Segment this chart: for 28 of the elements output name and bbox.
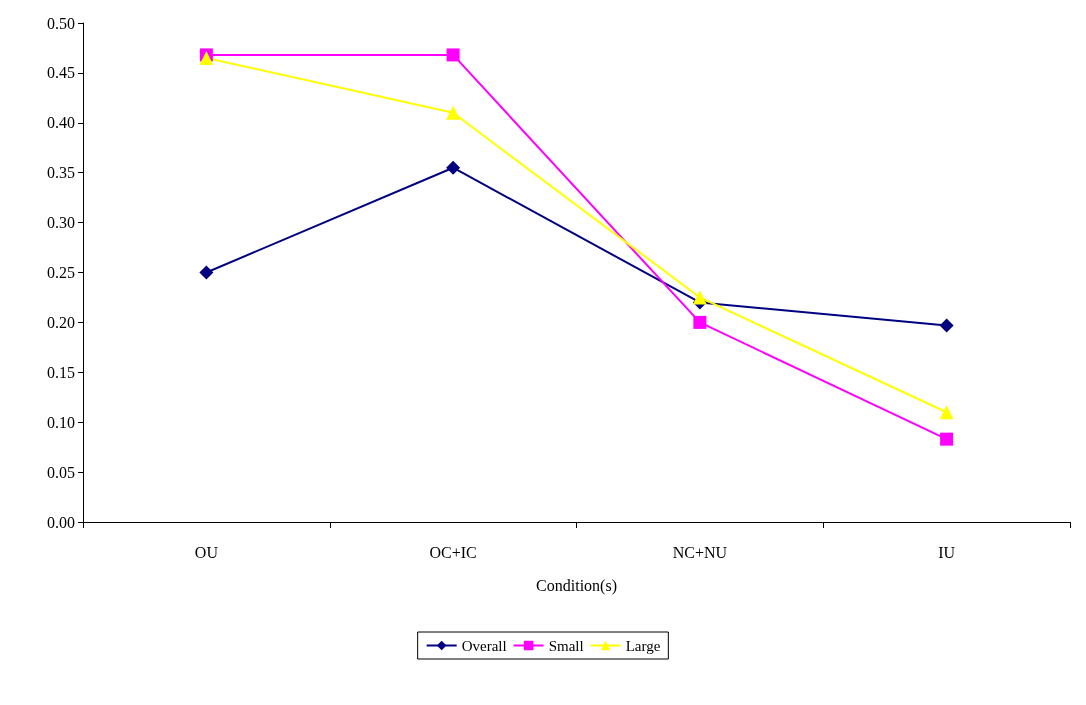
point <box>939 318 954 333</box>
y-tick-label: 0.40 <box>47 114 75 132</box>
y-tick-label: 0.30 <box>47 214 75 232</box>
point <box>199 265 214 280</box>
x-tick-label: IU <box>938 543 956 561</box>
point <box>446 105 461 120</box>
x-tick-label: OU <box>194 543 219 561</box>
y-tick-label: 0.05 <box>47 463 75 481</box>
y-tick-label: 0.25 <box>47 264 75 281</box>
point <box>692 290 707 305</box>
point <box>940 432 954 446</box>
y-tick-label: 0.00 <box>47 513 75 531</box>
legend-label: Overall <box>461 637 507 654</box>
y-tick-label: 0.15 <box>47 363 75 381</box>
y-tick-label: 0.50 <box>47 14 75 32</box>
point <box>446 160 461 175</box>
y-tick-label: 0.45 <box>47 64 75 82</box>
y-tick-label: 0.20 <box>47 313 75 331</box>
y-tick-label: 0.10 <box>47 413 75 431</box>
x-axis-title: Condition(s) <box>536 576 617 595</box>
legend-label: Small <box>548 637 584 654</box>
legend-label: Large <box>625 637 661 654</box>
y-tick-label: 0.35 <box>47 164 75 182</box>
point <box>939 405 954 420</box>
point <box>693 315 707 329</box>
x-tick-label: NC+NU <box>672 543 728 561</box>
x-tick-label: OC+IC <box>429 543 477 561</box>
point <box>446 48 460 62</box>
